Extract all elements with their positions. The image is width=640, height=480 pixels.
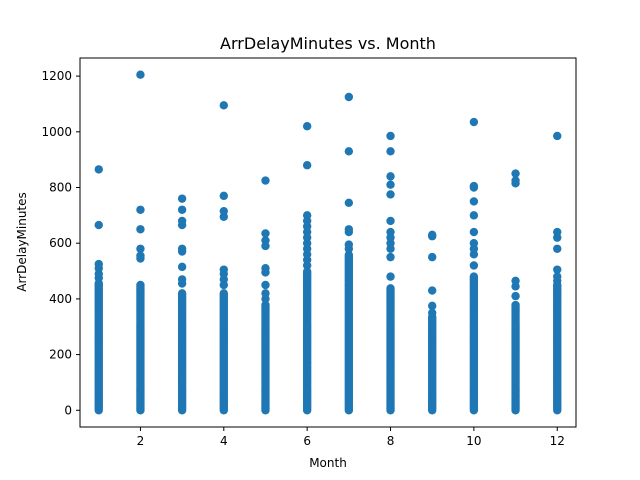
x-tick-label: 4 [220,434,228,448]
data-point-outlier [386,180,395,189]
data-point [177,289,187,298]
data-point-outlier [136,225,145,234]
plot-area [79,57,577,428]
data-point-outlier [302,161,312,170]
data-point-outlier [553,244,562,253]
data-point-outlier [219,191,228,201]
data-point-outlier [511,176,520,185]
data-point-outlier [94,259,103,269]
y-tick-label: 200 [49,348,72,362]
data-point-outlier [136,70,145,79]
data-point-outlier [344,92,354,102]
data-point-outlier [386,272,395,281]
data-point [344,250,354,260]
data-point-outlier [344,240,354,249]
data-point-outlier [386,216,395,226]
axes-frame [79,57,577,428]
data-point-outlier [469,261,479,270]
y-axis-ticks: 0 200 400 600 800 1000 1200 [41,69,80,417]
data-point-outlier [428,301,437,311]
x-tick-label: 12 [550,434,565,448]
data-point-outlier [219,206,228,216]
data-point [302,267,312,276]
data-point-outlier [386,147,395,156]
y-tick-label: 800 [49,180,72,194]
data-point-outlier [136,244,145,253]
data-point [219,289,228,298]
data-point-outlier [386,131,395,141]
data-point-outlier [344,147,354,156]
chart-title: ArrDelayMinutes vs. Month [220,34,436,53]
y-axis-label: ArrDelayMinutes [15,192,29,292]
data-point-outlier [553,131,562,141]
data-point-outlier [469,227,479,237]
data-point-outlier [302,211,312,220]
y-tick-label: 400 [49,292,72,306]
data-point-outlier [386,190,395,199]
data-point-outlier [553,227,562,237]
data-point [136,280,145,290]
data-point-outlier [219,101,228,110]
data-point-outlier [553,272,562,281]
x-tick-label: 6 [303,434,311,448]
data-point-outlier [344,198,354,208]
data-point-outlier [386,252,395,262]
y-tick-label: 600 [49,236,72,250]
data-point-outlier [261,236,270,245]
data-point-outlier [177,194,187,203]
data-point-outlier [261,280,270,290]
data-point-outlier [469,197,479,206]
data-point-outlier [428,230,437,240]
data-point [386,284,395,293]
y-tick-label: 1200 [41,69,72,83]
data-point-outlier [261,289,270,298]
data-point-outlier [219,265,228,274]
data-point-outlier [177,216,187,226]
data-point-outlier [511,276,520,285]
data-point-outlier [428,286,437,295]
data-point-outlier [177,262,187,272]
x-tick-label: 2 [137,434,145,448]
data-point-outlier [177,205,187,214]
x-tick-label: 8 [387,434,395,448]
data-point-outlier [469,211,479,220]
data-point-outlier [511,291,520,301]
data-point-outlier [302,122,312,131]
data-point-outlier [344,225,354,234]
y-tick-label: 0 [64,403,72,417]
data-point-outlier [94,220,103,230]
data-points [94,70,562,415]
y-tick-label: 1000 [41,125,72,139]
data-point-outlier [136,251,145,260]
data-point-outlier [553,265,562,274]
data-point-outlier [469,239,479,248]
data-point [511,300,520,310]
data-point-outlier [386,172,395,181]
data-point-outlier [261,229,270,238]
data-point-outlier [469,181,479,191]
data-point-outlier [386,227,395,237]
data-point-outlier [177,275,187,284]
data-point-outlier [469,117,479,127]
x-tick-label: 10 [466,434,481,448]
data-point-outlier [94,165,103,174]
x-axis-ticks: 2 4 6 8 10 12 [137,427,565,448]
data-point-outlier [261,264,270,273]
data-point-outlier [428,308,437,318]
data-point-outlier [177,244,187,253]
data-point [469,272,479,281]
data-point [261,300,270,310]
data-point-outlier [511,169,520,178]
data-point-outlier [261,176,270,185]
x-axis-label: Month [309,456,347,470]
data-point-outlier [428,252,437,262]
data-point-outlier [136,205,145,214]
